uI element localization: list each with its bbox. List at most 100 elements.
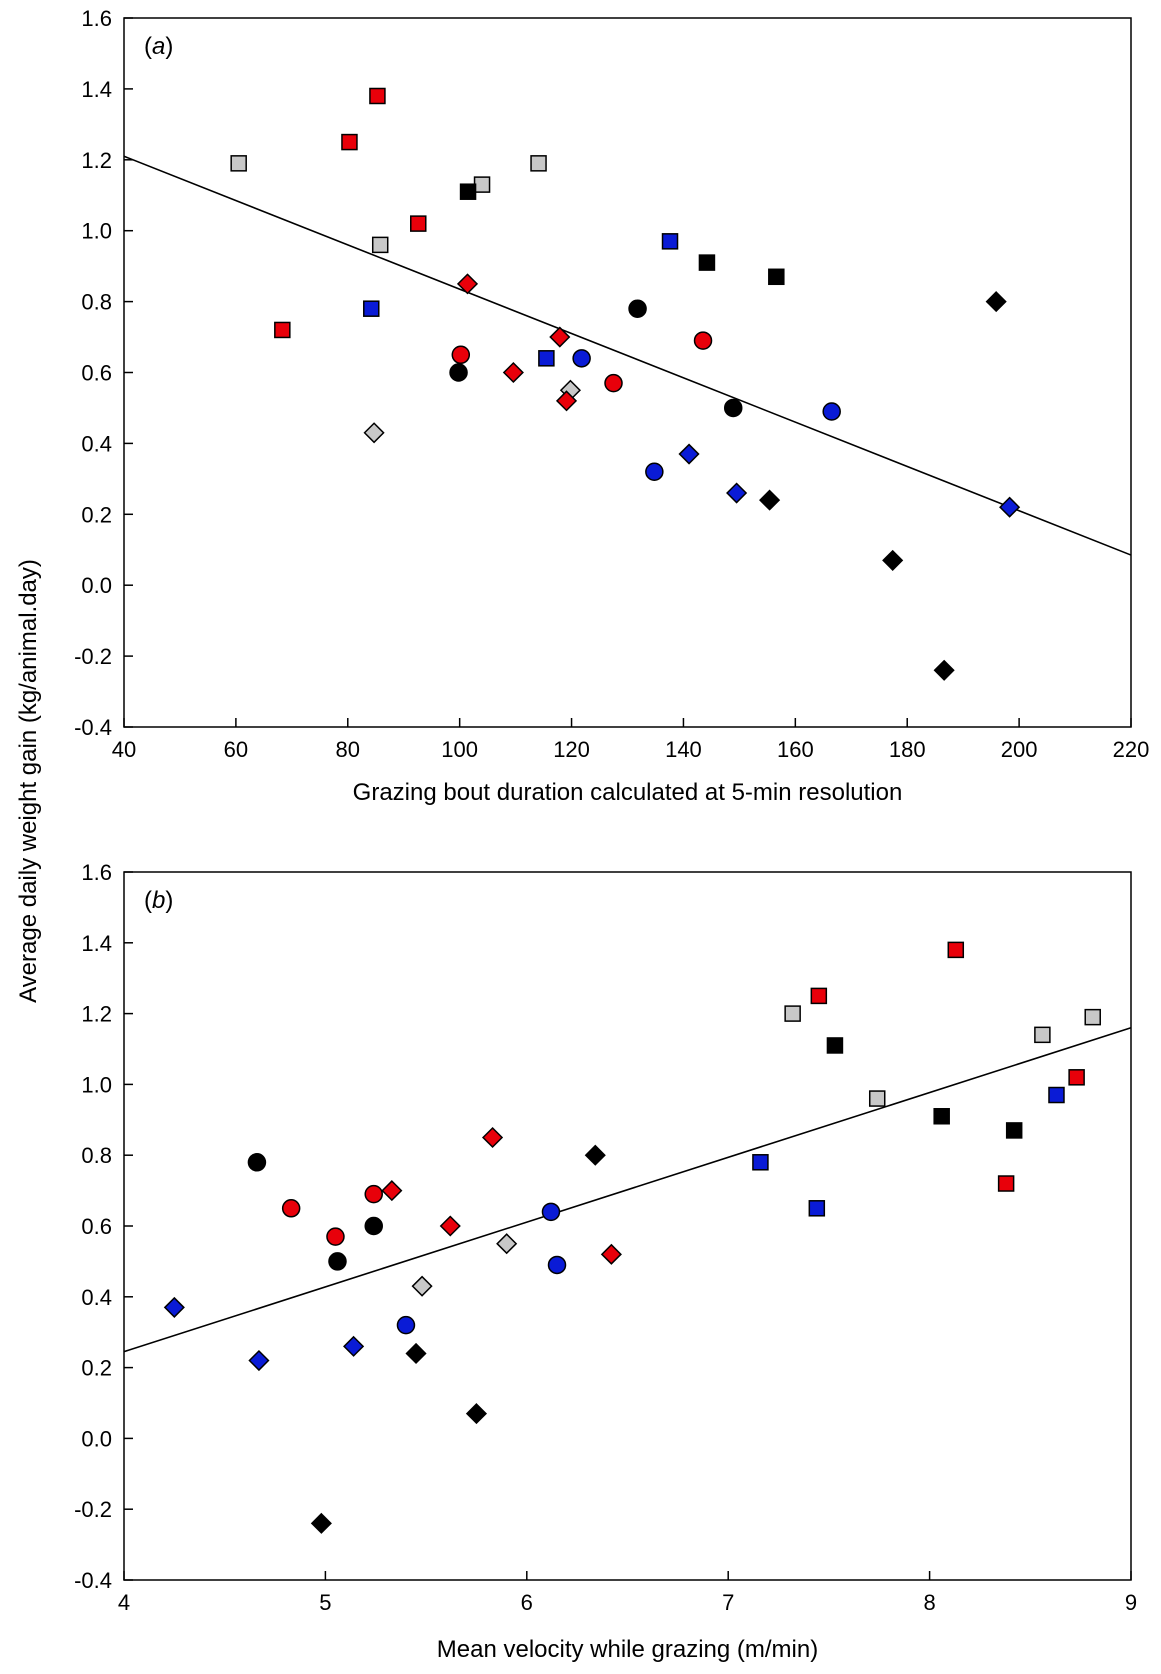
y-tick-label: 0.6 bbox=[81, 361, 112, 386]
y-tick-label: 0.4 bbox=[81, 1285, 112, 1310]
data-point-diamond-red bbox=[482, 1126, 504, 1149]
data-point-square-gray bbox=[1034, 1026, 1051, 1044]
data-point-square-black bbox=[1005, 1122, 1023, 1139]
data-point-diamond-black bbox=[465, 1403, 488, 1425]
data-point-square-gray bbox=[1084, 1008, 1101, 1026]
y-tick-label: 1.0 bbox=[81, 219, 112, 244]
data-point-square-red bbox=[997, 1175, 1015, 1192]
y-tick-label: -0.4 bbox=[74, 715, 112, 740]
data-point-diamond-blue bbox=[678, 443, 700, 465]
data-point-diamond-red bbox=[555, 390, 578, 412]
data-point-circle-black bbox=[628, 299, 647, 318]
x-axis-title: Grazing bout duration calculated at 5-mi… bbox=[353, 779, 903, 806]
y-tick-label: 1.2 bbox=[81, 148, 112, 173]
x-tick-label: 140 bbox=[665, 737, 702, 762]
data-point-diamond-blue bbox=[999, 496, 1021, 518]
data-point-square-blue bbox=[808, 1200, 826, 1217]
plot-frame bbox=[123, 871, 1132, 1581]
data-point-circle-red bbox=[604, 373, 623, 393]
y-tick-label: 0.4 bbox=[81, 431, 112, 456]
x-tick-label: 180 bbox=[889, 737, 926, 762]
y-tick-label: 0.2 bbox=[81, 502, 112, 527]
panel-b: -0.4 -0.2 0.0 0.2 0.4 0.6 0.8 1.0 1.2 1.4 1.6 4 5 6 7 8… bbox=[74, 860, 1137, 1663]
data-point-square-red bbox=[947, 941, 965, 959]
data-point-diamond-black bbox=[405, 1342, 427, 1365]
x-tick-label: 200 bbox=[1001, 737, 1038, 762]
data-point-diamond-black bbox=[882, 549, 904, 571]
x-tick-label: 4 bbox=[118, 1590, 130, 1615]
data-point-circle-red bbox=[364, 1184, 383, 1204]
data-point-circle-black bbox=[247, 1153, 267, 1172]
data-point-square-blue bbox=[363, 300, 380, 317]
data-point-diamond-blue bbox=[163, 1296, 185, 1318]
data-point-diamond-red bbox=[600, 1243, 622, 1265]
data-point-circle-black bbox=[723, 398, 743, 418]
data-point-diamond-gray bbox=[363, 422, 385, 444]
data-point-diamond-black bbox=[584, 1144, 606, 1166]
x-tick-label: 40 bbox=[112, 737, 136, 762]
data-point-diamond-red bbox=[502, 361, 524, 384]
data-point-circle-blue bbox=[822, 402, 841, 421]
data-point-square-black bbox=[768, 268, 785, 286]
y-tick-label: -0.2 bbox=[74, 644, 112, 669]
x-tick-label: 60 bbox=[224, 737, 248, 762]
data-point-diamond-black bbox=[310, 1512, 332, 1534]
data-point-circle-red bbox=[451, 345, 471, 365]
data-point-circle-black bbox=[328, 1252, 347, 1271]
data-point-square-blue bbox=[752, 1154, 769, 1171]
y-tick-label: 1.4 bbox=[81, 931, 112, 956]
data-point-circle-red bbox=[326, 1227, 345, 1246]
data-point-square-red bbox=[369, 87, 386, 105]
data-point-diamond-red bbox=[549, 326, 571, 348]
data-point-square-red bbox=[1068, 1069, 1085, 1086]
data-point-square-gray bbox=[230, 155, 247, 172]
data-point-square-blue bbox=[1048, 1086, 1065, 1104]
data-point-square-black bbox=[826, 1037, 844, 1054]
x-tick-label: 9 bbox=[1125, 1590, 1137, 1615]
data-point-square-gray bbox=[473, 176, 491, 193]
y-tick-label: 1.2 bbox=[81, 1002, 112, 1027]
y-tick-label: -0.2 bbox=[74, 1497, 112, 1522]
data-point-diamond-red bbox=[439, 1215, 461, 1237]
panel-label: (a) bbox=[144, 33, 173, 60]
data-point-square-black bbox=[459, 183, 477, 200]
y-tick-label: 0.6 bbox=[81, 1214, 112, 1239]
plot-frame bbox=[123, 17, 1132, 728]
data-point-circle-blue bbox=[645, 462, 664, 482]
data-point-circle-red bbox=[693, 331, 713, 350]
data-point-diamond-gray bbox=[496, 1233, 518, 1255]
data-point-square-blue bbox=[661, 233, 679, 250]
data-point-square-blue bbox=[538, 350, 555, 367]
y-tick-label: 1.0 bbox=[81, 1072, 112, 1097]
data-point-circle-blue bbox=[572, 349, 591, 368]
data-point-square-black bbox=[698, 254, 716, 271]
y-axis-title: Average daily weight gain (kg/animal.day… bbox=[15, 559, 42, 1003]
x-tick-label: 80 bbox=[336, 737, 360, 762]
data-point-circle-black bbox=[364, 1216, 383, 1236]
panel-label: (b) bbox=[144, 887, 173, 914]
data-point-diamond-blue bbox=[248, 1349, 270, 1372]
x-tick-label: 7 bbox=[722, 1590, 734, 1615]
y-tick-label: 0.8 bbox=[81, 290, 112, 315]
data-point-diamond-red bbox=[381, 1180, 403, 1202]
x-tick-label: 6 bbox=[521, 1590, 533, 1615]
data-point-diamond-black bbox=[985, 291, 1007, 313]
x-tick-label: 100 bbox=[441, 737, 478, 762]
y-tick-label: 1.4 bbox=[81, 77, 112, 102]
data-point-square-gray bbox=[371, 236, 389, 254]
x-tick-label: 5 bbox=[319, 1590, 331, 1615]
data-point-circle-red bbox=[281, 1199, 301, 1218]
data-point-circle-black bbox=[449, 363, 468, 382]
y-tick-label: -0.4 bbox=[74, 1568, 112, 1593]
panel-a: -0.4 -0.2 0.0 0.2 0.4 0.6 0.8 1.0 1.2 1.4 1.6 40 60 8… bbox=[74, 6, 1149, 806]
y-tick-label: 0.0 bbox=[81, 1426, 112, 1451]
data-point-diamond-black bbox=[933, 659, 955, 681]
data-point-circle-blue bbox=[396, 1315, 416, 1335]
data-point-diamond-black bbox=[759, 489, 781, 511]
data-point-square-black bbox=[933, 1108, 950, 1125]
data-point-square-red bbox=[410, 215, 427, 232]
trend-line bbox=[123, 1026, 1132, 1353]
trend-line bbox=[123, 155, 1132, 556]
data-point-circle-blue bbox=[547, 1255, 567, 1275]
x-tick-label: 220 bbox=[1113, 737, 1150, 762]
